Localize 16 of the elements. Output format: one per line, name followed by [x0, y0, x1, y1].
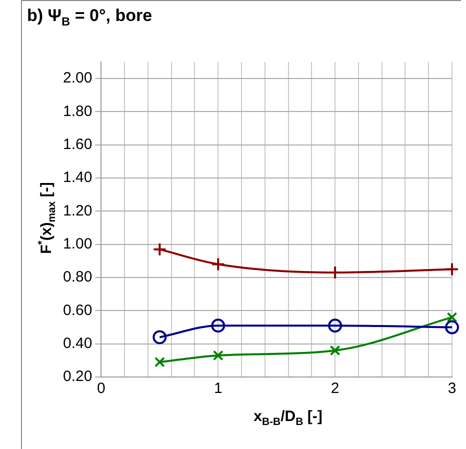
y-tick-label: 0.40: [62, 334, 92, 352]
x-tick-label: 0: [97, 380, 106, 398]
y-tick-label: 1.80: [62, 102, 92, 120]
y-tick-label: 1.20: [62, 202, 92, 220]
x-tick-label: 1: [214, 380, 222, 398]
y-tick-label: 0.20: [62, 368, 92, 386]
y-tick-label: 0.80: [62, 268, 92, 286]
x-tick-label: 2: [330, 380, 340, 398]
x-tick-label: 3: [448, 380, 456, 398]
chart-title: b) Ψ$_{B}$ = 0°, bore: [27, 6, 152, 28]
y-tick-label: 1.40: [62, 169, 92, 186]
y-tick-label: 2.00: [62, 70, 92, 87]
y-tick-label: 1.00: [62, 236, 92, 253]
x-axis-title: x$_{B-B}$/D$_{B}$ [-]: [252, 408, 324, 428]
y-tick-label: 0.60: [62, 302, 92, 319]
y-tick-label: 1.60: [62, 136, 92, 154]
